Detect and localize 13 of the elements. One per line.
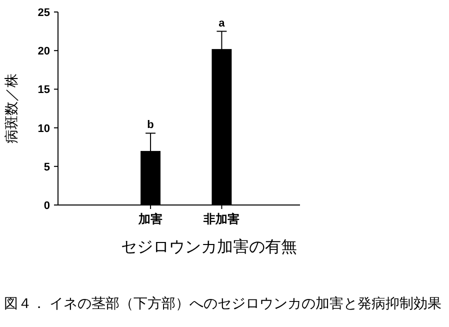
y-tick-label: 25 [38,7,50,19]
y-tick-label: 20 [38,46,50,58]
x-tick-label: 非加害 [202,212,240,226]
y-tick-label: 5 [44,161,50,174]
annotation: a [218,17,226,30]
x-tick-label: 加害 [138,212,163,226]
y-tick-label: 15 [38,84,50,96]
annotation: b [147,119,154,132]
y-tick-label: 10 [38,122,50,135]
y-tick-label: 0 [44,200,50,212]
y-axis-title: 病斑数／株 [3,74,19,144]
x-axis-title: セジロウンカ加害の有無 [121,238,297,256]
caption: 図４． イネの茎部（下方部）へのセジロウンカの加害と発病抑制効果 [4,296,442,312]
